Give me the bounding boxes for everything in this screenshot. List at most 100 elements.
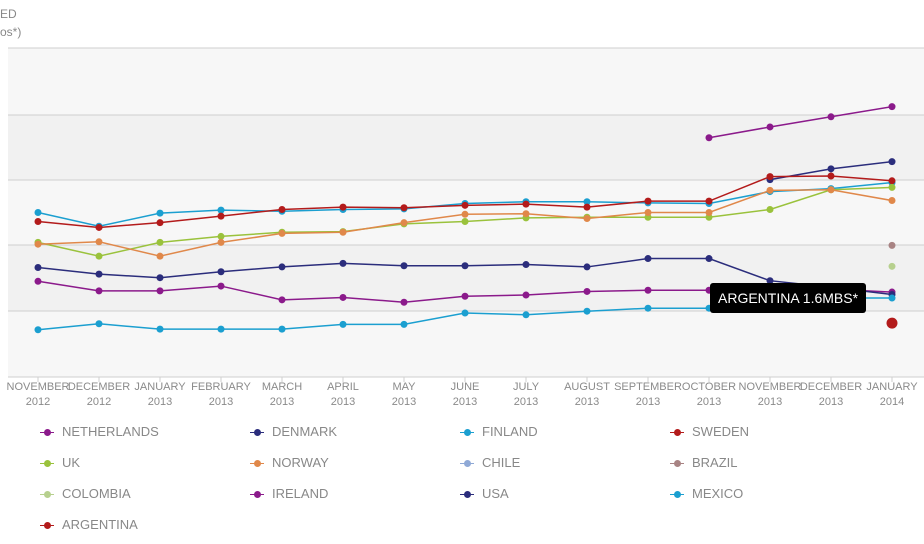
data-point-ireland[interactable] [522,291,530,299]
data-point-ireland[interactable] [461,292,469,300]
data-point-norway[interactable] [583,214,591,222]
data-point-uk[interactable] [95,252,103,260]
data-point-usa[interactable] [644,255,652,263]
data-point-mexico[interactable] [278,325,286,333]
data-point-norway[interactable] [400,219,408,227]
data-point-sweden[interactable] [522,200,530,208]
data-point-mexico[interactable] [95,320,103,328]
data-point-usa[interactable] [217,268,225,276]
data-point-usa[interactable] [766,277,774,285]
data-point-finland[interactable] [583,198,591,206]
data-point-ireland[interactable] [95,287,103,295]
data-point-sweden[interactable] [766,173,774,181]
legend-item-brazil[interactable]: BRAZIL [670,453,738,473]
data-point-usa[interactable] [400,262,408,270]
data-point-usa[interactable] [705,255,713,263]
data-point-finland[interactable] [217,206,225,214]
data-point-ireland[interactable] [217,282,225,290]
legend-item-mexico[interactable]: MEXICO [670,484,743,504]
data-point-argentina[interactable] [886,317,898,329]
data-point-norway[interactable] [888,197,896,205]
data-point-usa[interactable] [34,264,42,272]
data-point-usa[interactable] [278,263,286,271]
data-point-mexico[interactable] [217,325,225,333]
data-point-mexico[interactable] [339,320,347,328]
data-point-sweden[interactable] [644,197,652,205]
data-point-ireland[interactable] [339,293,347,301]
data-point-ireland[interactable] [34,277,42,285]
data-point-sweden[interactable] [278,206,286,214]
data-point-mexico[interactable] [583,307,591,315]
data-point-netherlands[interactable] [766,123,774,131]
data-point-ireland[interactable] [156,287,164,295]
data-point-usa[interactable] [522,261,530,269]
data-point-netherlands[interactable] [888,103,896,111]
data-point-denmark[interactable] [888,158,896,166]
legend-item-uk[interactable]: UK [40,453,80,473]
data-point-mexico[interactable] [522,311,530,319]
data-point-sweden[interactable] [34,217,42,225]
data-point-mexico[interactable] [156,325,164,333]
data-point-mexico[interactable] [888,294,896,302]
data-point-mexico[interactable] [34,326,42,334]
data-point-ireland[interactable] [278,296,286,304]
data-point-norway[interactable] [278,229,286,237]
data-point-sweden[interactable] [95,223,103,231]
data-point-denmark[interactable] [827,165,835,173]
data-point-norway[interactable] [95,238,103,246]
data-point-uk[interactable] [644,213,652,221]
data-point-norway[interactable] [339,228,347,236]
data-point-usa[interactable] [461,262,469,270]
data-point-finland[interactable] [156,209,164,217]
data-point-uk[interactable] [217,232,225,240]
data-point-norway[interactable] [705,209,713,216]
data-point-usa[interactable] [583,263,591,271]
data-point-finland[interactable] [34,209,42,216]
data-point-ireland[interactable] [644,286,652,294]
data-point-norway[interactable] [766,186,774,194]
data-point-usa[interactable] [95,270,103,278]
data-point-sweden[interactable] [888,177,896,185]
data-point-mexico[interactable] [644,304,652,312]
legend-item-chile[interactable]: CHILE [460,453,520,473]
legend-item-denmark[interactable]: DENMARK [250,422,337,442]
data-point-usa[interactable] [339,259,347,267]
data-point-norway[interactable] [827,186,835,194]
data-point-sweden[interactable] [156,219,164,227]
data-point-mexico[interactable] [400,320,408,328]
legend-item-colombia[interactable]: COLOMBIA [40,484,131,504]
data-point-colombia[interactable] [888,262,896,270]
data-point-sweden[interactable] [217,212,225,220]
data-point-brazil[interactable] [888,241,896,249]
data-point-norway[interactable] [461,210,469,218]
data-point-norway[interactable] [522,210,530,218]
data-point-mexico[interactable] [461,309,469,317]
data-point-netherlands[interactable] [827,113,835,121]
data-point-sweden[interactable] [827,172,835,180]
data-point-norway[interactable] [644,209,652,216]
data-point-uk[interactable] [156,238,164,246]
legend-item-ireland[interactable]: IRELAND [250,484,328,504]
legend-item-finland[interactable]: FINLAND [460,422,538,442]
data-point-norway[interactable] [217,238,225,246]
data-point-uk[interactable] [766,206,774,214]
data-point-sweden[interactable] [400,204,408,212]
data-point-uk[interactable] [461,217,469,225]
data-point-usa[interactable] [156,274,164,282]
legend-item-usa[interactable]: USA [460,484,509,504]
data-point-uk[interactable] [888,183,896,191]
data-point-norway[interactable] [34,240,42,248]
legend-item-norway[interactable]: NORWAY [250,453,329,473]
legend-item-netherlands[interactable]: NETHERLANDS [40,422,159,442]
data-point-ireland[interactable] [400,298,408,306]
legend-item-argentina[interactable]: ARGENTINA [40,515,138,535]
data-point-sweden[interactable] [705,197,713,205]
data-point-ireland[interactable] [583,287,591,295]
data-point-netherlands[interactable] [705,134,713,142]
data-point-sweden[interactable] [461,201,469,209]
data-point-norway[interactable] [156,252,164,260]
data-point-sweden[interactable] [339,203,347,211]
data-point-sweden[interactable] [583,203,591,211]
legend-item-sweden[interactable]: SWEDEN [670,422,749,442]
data-point-uk[interactable] [705,213,713,221]
